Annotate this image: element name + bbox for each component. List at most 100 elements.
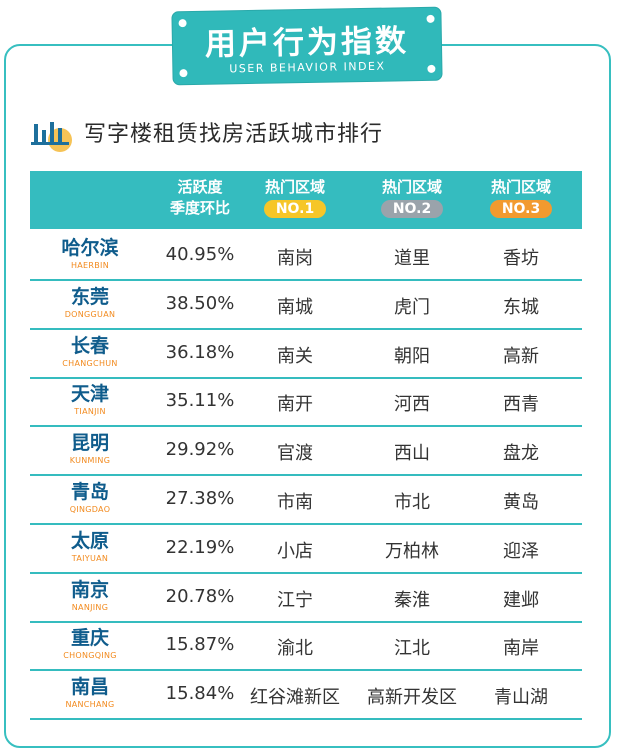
- activity-rate: 29.92%: [165, 439, 235, 461]
- hot-area-3: 青山湖: [494, 687, 548, 709]
- activity-rate: 36.18%: [165, 341, 235, 363]
- city-cell: 东莞 DONGGUAN: [30, 285, 150, 320]
- hot-area-3: 高新: [503, 345, 539, 367]
- table-row: 天津 TIANJIN 35.11% 南开 河西 西青: [30, 379, 582, 428]
- city-name: 哈尔滨: [61, 237, 119, 259]
- hot-area-3: 南岸: [503, 638, 539, 660]
- city-name: 长春: [70, 334, 109, 357]
- hot-area-2: 道里: [394, 248, 430, 269]
- city-name: 昆明: [70, 432, 109, 455]
- rank-badge-2: NO.2: [380, 200, 444, 218]
- city-name-en: DONGGUAN: [64, 309, 116, 319]
- header-rate-line2: 季度环比: [169, 199, 230, 217]
- hot-area-1: 红谷滩新区: [250, 687, 340, 709]
- activity-rate: 38.50%: [165, 292, 235, 314]
- table-header: 活跃度 季度环比 热门区域 NO.1 热门区域 NO.2 热门区域 NO.3: [30, 171, 582, 229]
- hot-area-3: 建邺: [503, 589, 539, 611]
- table-row: 东莞 DONGGUAN 38.50% 南城 虎门 东城: [30, 282, 582, 330]
- header-hot3-label: 热门区域: [490, 178, 551, 196]
- hot-area-1: 南开: [277, 394, 313, 416]
- activity-rate: 20.78%: [165, 585, 235, 607]
- hot-area-2: 秦淮: [394, 589, 430, 611]
- city-name-en: QINGDAO: [69, 505, 111, 514]
- row-divider: [30, 425, 582, 428]
- hot-area-2: 江北: [394, 638, 430, 660]
- table-row: 重庆 CHONGQING 15.87% 渝北 江北 南岸: [30, 623, 582, 672]
- row-divider: [30, 571, 582, 574]
- city-name: 太原: [70, 529, 109, 552]
- hot-area-3: 迎泽: [503, 540, 539, 562]
- city-name-en: HAERBIN: [70, 261, 110, 270]
- city-cell: 南昌 NANCHANG: [30, 675, 150, 710]
- header-hot3: 热门区域 NO.3: [460, 177, 582, 219]
- city-name: 南京: [70, 578, 109, 601]
- city-cell: 天津 TIANJIN: [30, 382, 150, 417]
- bar-chart-icon: [31, 122, 72, 152]
- city-cell: 南京 NANJING: [30, 578, 150, 613]
- row-divider: [30, 718, 582, 721]
- table-row: 哈尔滨 HAERBIN 40.95% 南岗 道里 香坊: [30, 233, 582, 281]
- hot-area-3: 香坊: [503, 248, 539, 269]
- city-name-en: NANJING: [71, 602, 109, 612]
- row-divider: [30, 279, 582, 281]
- hot-area-1: 南关: [277, 345, 313, 367]
- hot-area-2: 高新开发区: [367, 687, 457, 709]
- header-hot2-label: 热门区域: [381, 178, 442, 196]
- hot-area-1: 渝北: [277, 638, 313, 660]
- city-name-en: KUNMING: [69, 456, 111, 466]
- title-banner: 用户行为指数 USER BEHAVIOR INDEX: [172, 7, 442, 85]
- city-name: 南昌: [70, 676, 109, 699]
- hot-area-2: 市北: [394, 492, 430, 513]
- rank-badge-1: NO.1: [263, 200, 327, 218]
- hot-area-2: 万柏林: [385, 540, 439, 562]
- table-row: 太原 TAIYUAN 22.19% 小店 万柏林 迎泽: [30, 526, 582, 574]
- city-name-en: NANCHANG: [65, 700, 115, 710]
- activity-rate: 22.19%: [165, 536, 235, 558]
- city-name-en: TAIYUAN: [71, 553, 109, 563]
- banner-title: 用户行为指数: [204, 23, 410, 63]
- row-divider: [30, 523, 582, 525]
- hot-area-3: 黄岛: [503, 492, 539, 513]
- row-divider: [30, 669, 582, 672]
- header-rate-line1: 活跃度: [177, 178, 223, 196]
- city-name-en: TIANJIN: [74, 407, 106, 417]
- city-name: 青岛: [70, 481, 109, 503]
- hot-area-3: 东城: [503, 296, 539, 318]
- city-name-en: CHONGQING: [63, 651, 117, 661]
- city-name-en: CHANGCHUN: [62, 358, 118, 368]
- table-row: 青岛 QINGDAO 27.38% 市南 市北 黄岛: [30, 477, 582, 525]
- activity-rate: 27.38%: [165, 488, 235, 509]
- city-cell: 哈尔滨 HAERBIN: [30, 236, 150, 271]
- activity-rate: 40.95%: [165, 244, 235, 265]
- hot-area-3: 西青: [503, 394, 539, 416]
- table-row: 南昌 NANCHANG 15.84% 红谷滩新区 高新开发区 青山湖: [30, 672, 582, 721]
- header-hot1: 热门区域 NO.1: [230, 177, 360, 219]
- section-title: 写字楼租赁找房活跃城市排行: [84, 122, 384, 147]
- hot-area-1: 南岗: [277, 248, 313, 269]
- row-divider: [30, 327, 582, 330]
- rank-badge-3: NO.3: [489, 200, 553, 218]
- city-cell: 青岛 QINGDAO: [30, 480, 150, 515]
- city-cell: 太原 TAIYUAN: [30, 529, 150, 564]
- city-cell: 重庆 CHONGQING: [30, 626, 150, 661]
- hot-area-1: 小店: [277, 540, 313, 562]
- city-name: 东莞: [70, 285, 109, 308]
- activity-rate: 15.87%: [165, 634, 235, 656]
- hot-area-2: 虎门: [394, 296, 430, 318]
- hot-area-1: 南城: [277, 296, 313, 318]
- city-cell: 长春 CHANGCHUN: [30, 334, 150, 369]
- city-name: 重庆: [70, 627, 109, 650]
- activity-rate: 15.84%: [165, 683, 235, 705]
- hot-area-2: 朝阳: [394, 345, 430, 367]
- hot-area-2: 西山: [394, 443, 430, 465]
- hot-area-2: 河西: [394, 394, 430, 416]
- city-name: 天津: [70, 383, 109, 406]
- table-row: 长春 CHANGCHUN 36.18% 南关 朝阳 高新: [30, 331, 582, 379]
- activity-rate: 35.11%: [165, 390, 235, 412]
- row-divider: [30, 376, 582, 379]
- header-hot2: 热门区域 NO.2: [347, 177, 477, 219]
- table-row: 昆明 KUNMING 29.92% 官渡 西山 盘龙: [30, 428, 582, 477]
- table-row: 南京 NANJING 20.78% 江宁 秦淮 建邺: [30, 575, 582, 623]
- row-divider: [30, 620, 582, 623]
- city-cell: 昆明 KUNMING: [30, 431, 150, 466]
